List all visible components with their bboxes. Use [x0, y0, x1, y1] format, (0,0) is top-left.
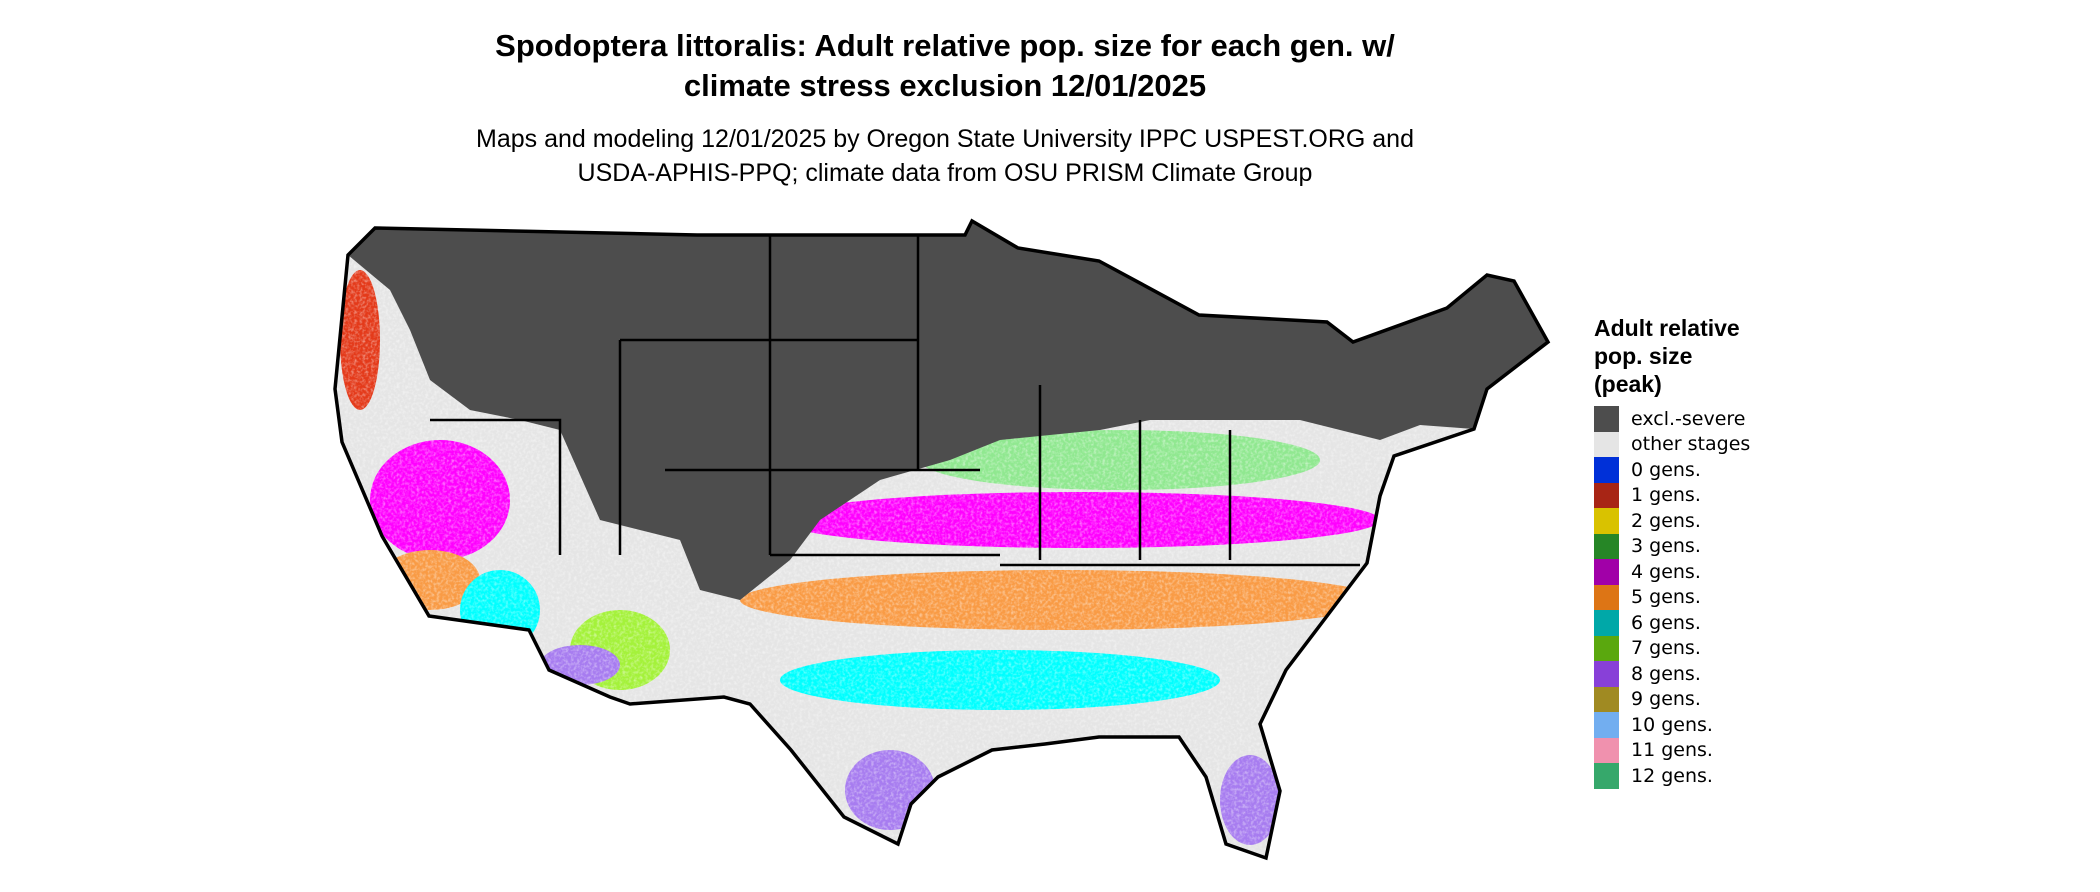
legend-swatch	[1594, 559, 1619, 585]
state-borders	[430, 235, 1360, 567]
legend-item: 3 gens.	[1594, 533, 1750, 559]
legend-item: 8 gens.	[1594, 661, 1750, 687]
legend-swatch	[1594, 406, 1619, 432]
legend-swatch	[1594, 457, 1619, 483]
legend-label: excl.-severe	[1631, 407, 1746, 430]
legend-label: 0 gens.	[1631, 458, 1701, 481]
legend-item: excl.-severe	[1594, 406, 1750, 432]
legend-label: 1 gens.	[1631, 484, 1701, 507]
title-line-2: climate stress exclusion 12/01/2025	[683, 68, 1207, 103]
legend-item: 6 gens.	[1594, 610, 1750, 636]
legend-items: excl.-severe other stages 0 gens. 1 gens. 2 …	[1594, 406, 1750, 789]
legend-label: 6 gens.	[1631, 611, 1701, 634]
legend-swatch	[1594, 712, 1619, 738]
legend-label: 5 gens.	[1631, 586, 1701, 609]
legend-swatch	[1594, 737, 1619, 763]
legend-swatch	[1594, 533, 1619, 559]
legend-label: 8 gens.	[1631, 662, 1701, 685]
legend-title-line: pop. size	[1594, 343, 1693, 369]
title-line-1: Spodoptera littoralis: Adult relative po…	[495, 28, 1395, 63]
legend-swatch	[1594, 482, 1619, 508]
legend-swatch	[1594, 431, 1619, 457]
legend-item: 0 gens.	[1594, 457, 1750, 483]
legend-item: 5 gens.	[1594, 584, 1750, 610]
legend-item: 10 gens.	[1594, 712, 1750, 738]
legend-title-line: (peak)	[1594, 371, 1662, 397]
legend-label: 11 gens.	[1631, 739, 1713, 762]
legend-label: 4 gens.	[1631, 560, 1701, 583]
legend-label: 10 gens.	[1631, 713, 1713, 736]
legend-item: 7 gens.	[1594, 635, 1750, 661]
legend-label: 9 gens.	[1631, 688, 1701, 711]
legend-swatch	[1594, 635, 1619, 661]
map-title: Spodoptera littoralis: Adult relative po…	[0, 26, 1890, 106]
legend-item: 1 gens.	[1594, 482, 1750, 508]
legend-swatch	[1594, 610, 1619, 636]
legend-label: 2 gens.	[1631, 509, 1701, 532]
legend-swatch	[1594, 763, 1619, 789]
subtitle-line-1: Maps and modeling 12/01/2025 by Oregon S…	[476, 125, 1414, 153]
legend-label: 12 gens.	[1631, 764, 1713, 787]
legend-title-line: Adult relative	[1594, 315, 1740, 341]
legend-item: 2 gens.	[1594, 508, 1750, 534]
legend-item: 4 gens.	[1594, 559, 1750, 585]
legend-item: 12 gens.	[1594, 763, 1750, 789]
legend-swatch	[1594, 661, 1619, 687]
legend-swatch	[1594, 686, 1619, 712]
legend-label: other stages	[1631, 433, 1751, 456]
subtitle-line-2: USDA-APHIS-PPQ; climate data from OSU PR…	[577, 159, 1313, 187]
legend: Adult relative pop. size (peak) excl.-se…	[1594, 314, 1750, 789]
legend-label: 7 gens.	[1631, 637, 1701, 660]
legend-title: Adult relative pop. size (peak)	[1594, 314, 1750, 398]
legend-swatch	[1594, 508, 1619, 534]
map-subtitle: Maps and modeling 12/01/2025 by Oregon S…	[0, 122, 1890, 190]
legend-label: 3 gens.	[1631, 535, 1701, 558]
legend-item: 11 gens.	[1594, 737, 1750, 763]
legend-item: other stages	[1594, 431, 1751, 457]
legend-swatch	[1594, 584, 1619, 610]
legend-item: 9 gens.	[1594, 686, 1750, 712]
excluded-severe-area	[348, 221, 1548, 600]
